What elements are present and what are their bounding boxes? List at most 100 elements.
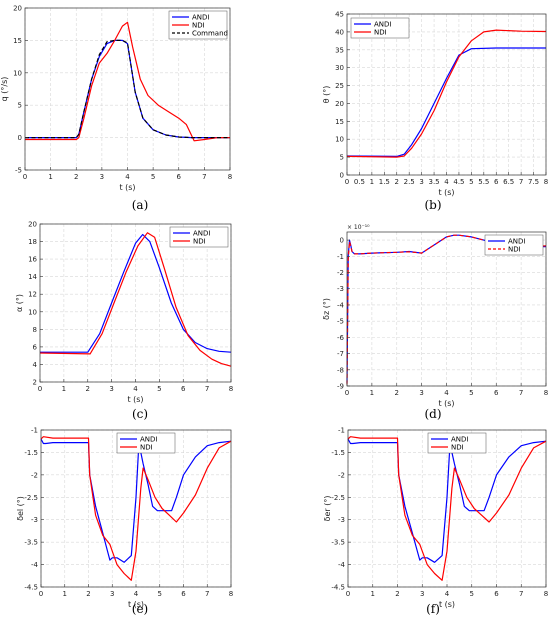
x-tick-label: 1 [62, 385, 66, 393]
series-line-ndi [346, 29, 547, 158]
x-tick-label: 2 [395, 389, 399, 397]
x-tick-label: 8 [228, 173, 232, 181]
x-tick-label: 6.5 [503, 178, 514, 186]
tick-labels: 0 1 2 3 4 5 6 7 8 -9 -8 -7 -6 -5 -4 -3 -2 -1 0 [337, 237, 548, 397]
y-tick-label: -3.5 [24, 539, 38, 547]
y-tick-label: -4.5 [331, 584, 345, 592]
y-tick-label: -2 [338, 471, 345, 479]
x-tick-label: 4.5 [453, 178, 464, 186]
legend-label: ANDI [508, 238, 525, 246]
y-tick-label: -1.5 [331, 449, 345, 457]
x-tick-label: 4 [133, 385, 138, 393]
panel-label: (b) [424, 198, 441, 212]
x-tick-label: 1 [370, 389, 374, 397]
x-tick-label: 0 [346, 590, 350, 598]
y-axis-label: q (°/s) [0, 77, 9, 102]
x-tick-label: 2 [86, 385, 90, 393]
x-tick-label: 5 [158, 590, 162, 598]
y-tick-label: 18 [28, 238, 37, 246]
x-tick-label: 7 [519, 590, 523, 598]
x-axis-label: t (s) [438, 188, 454, 197]
series-line-andi [347, 438, 547, 563]
x-tick-label: 1 [63, 590, 67, 598]
x-tick-label: 4 [134, 590, 139, 598]
legend-label: ANDI [451, 436, 468, 444]
x-tick-label: 0 [345, 178, 349, 186]
x-tick-label: 7 [205, 385, 209, 393]
legend-box [350, 17, 410, 39]
x-tick-label: 6 [181, 590, 186, 598]
x-axis-label: t (s) [128, 600, 144, 609]
x-tick-label: 4 [444, 389, 449, 397]
x-tick-label: 7 [205, 590, 209, 598]
x-tick-label: 3 [109, 385, 113, 393]
y-tick-label: 40 [335, 28, 344, 36]
x-axis-label: t (s) [438, 399, 454, 408]
series-line-andi [40, 438, 232, 563]
x-tick-label: 0 [345, 389, 349, 397]
y-axis-label: α (°) [15, 294, 24, 312]
series-line-ndi [347, 436, 547, 581]
tick-labels: 0 0.5 1 1.5 2 2.5 3 3.5 4 4.5 5 5.5 6 6.5 7 7.5 8 0 5 10 15 2… [335, 11, 548, 187]
x-tick-label: 2 [395, 178, 399, 186]
legend-label: NDI [374, 29, 387, 37]
y-tick-label: -4 [337, 301, 345, 309]
x-tick-label: 5 [469, 178, 473, 186]
x-tick-label: 0 [38, 385, 42, 393]
y-tick-label: -5 [337, 318, 344, 326]
y-tick-label: 20 [28, 221, 37, 229]
y-tick-label: -8 [337, 366, 344, 374]
x-tick-label: 6 [177, 173, 182, 181]
legend-label: NDI [508, 246, 521, 254]
y-tick-label: -2.5 [331, 494, 345, 502]
y-tick-label: 0 [18, 134, 22, 142]
series-line-ndi [40, 436, 232, 581]
y-tick-label: -1 [337, 253, 344, 261]
y-tick-label: -2 [31, 471, 38, 479]
legend-label: ANDI [140, 436, 157, 444]
chart-e: 0 1 2 3 4 5 6 7 8 -4.5 -4 -3.5 -3 -2.5 -2 -1.5 -1 t (s) δe… [16, 427, 233, 610]
y-tick-label: 20 [335, 100, 344, 108]
plot-area [41, 430, 231, 587]
x-tick-label: 5 [157, 385, 161, 393]
x-tick-label: 7 [519, 389, 523, 397]
legend-label: Command [192, 30, 228, 38]
y-tick-label: 10 [13, 69, 22, 77]
x-tick-label: 2 [86, 590, 90, 598]
y-tick-label: 0 [340, 172, 344, 180]
y-tick-label: 10 [335, 136, 344, 144]
series-line-andi [346, 47, 546, 157]
legend-label: NDI [193, 238, 206, 246]
x-tick-label: 3 [420, 590, 424, 598]
x-tick-label: 8 [229, 385, 233, 393]
chart-d: 0 1 2 3 4 5 6 7 8 -9 -8 -7 -6 -5 -4 -3 -2 -1 0 t (s) δz (°) ×… [322, 224, 548, 408]
x-tick-label: 4 [444, 178, 449, 186]
chart-b: 0 0.5 1 1.5 2 2.5 3 3.5 4 4.5 5 5.5 6 6.5 7 7.5 8 0 5 10 15 2… [322, 11, 548, 198]
x-tick-label: 6 [494, 178, 499, 186]
y-tick-label: 12 [28, 291, 37, 299]
y-tick-label: -4.5 [24, 584, 38, 592]
plot-area [40, 224, 231, 382]
x-tick-label: 8 [229, 590, 233, 598]
legend-label: NDI [192, 22, 205, 30]
x-tick-label: 0.5 [354, 178, 365, 186]
y-tick-label: 10 [28, 308, 37, 316]
x-tick-label: 3 [100, 173, 104, 181]
y-tick-label: 25 [335, 82, 344, 90]
panel-label: (d) [424, 407, 441, 421]
x-tick-label: 3 [419, 389, 423, 397]
panel-label: (a) [132, 198, 149, 212]
y-tick-label: -5 [15, 167, 22, 175]
x-tick-label: 1.5 [379, 178, 390, 186]
legend-box [116, 432, 176, 454]
x-tick-label: 6 [494, 590, 499, 598]
panel-label: (f) [426, 602, 440, 616]
x-axis-label: t (s) [127, 395, 143, 404]
legend-label: ANDI [374, 21, 391, 29]
x-tick-label: 8 [544, 590, 548, 598]
